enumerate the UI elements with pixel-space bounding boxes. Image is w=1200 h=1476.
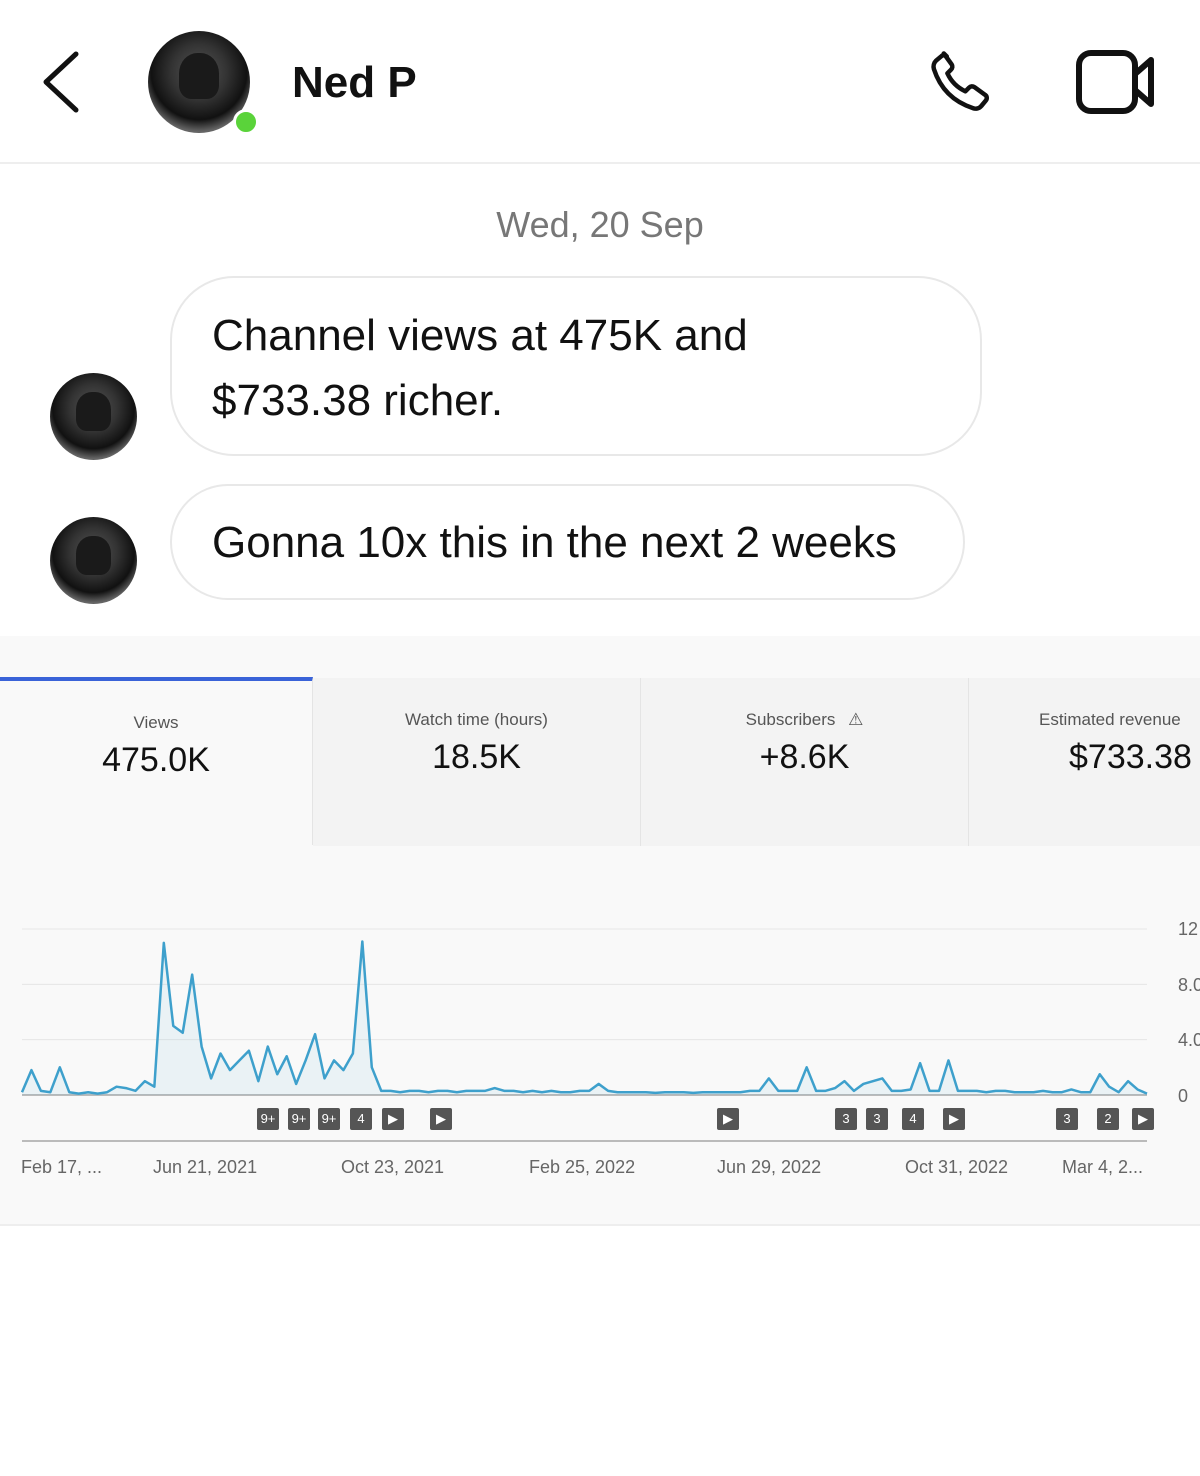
tab-watch-time[interactable]: Watch time (hours) 18.5K [313, 678, 641, 846]
tab-label: Estimated revenue [1039, 710, 1181, 729]
tab-estimated-revenue[interactable]: Estimated revenue $733.38 [969, 678, 1200, 846]
contact-name[interactable]: Ned P [292, 58, 417, 107]
message-bubble[interactable]: Gonna 10x this in the next 2 weeks [170, 484, 965, 600]
message-text: Gonna 10x this in the next 2 weeks [212, 518, 897, 567]
message-text-line: $733.38 richer. [212, 376, 504, 425]
video-marker[interactable]: ▶ [943, 1108, 965, 1130]
video-marker[interactable]: 3 [1056, 1108, 1078, 1130]
date-separator: Wed, 20 Sep [496, 204, 704, 245]
avatar[interactable] [148, 31, 250, 133]
y-tick-label: 4.0 [1178, 1030, 1200, 1050]
video-marker[interactable]: 4 [350, 1108, 372, 1130]
series-area [22, 941, 1147, 1095]
x-tick-label: Feb 25, 2022 [529, 1157, 636, 1177]
video-marker[interactable]: 9+ [257, 1108, 279, 1130]
tab-label: Views [133, 713, 179, 732]
video-marker[interactable]: 4 [902, 1108, 924, 1130]
video-camera-icon[interactable] [1075, 48, 1157, 116]
x-tick-label: Oct 31, 2022 [905, 1157, 1009, 1177]
x-tick-label: Mar 4, 2... [1062, 1157, 1144, 1177]
message-bubble[interactable]: Channel views at 475K and $733.38 richer… [170, 276, 982, 456]
sender-avatar[interactable] [50, 373, 137, 460]
video-marker[interactable]: 2 [1097, 1108, 1119, 1130]
warning-icon: ⚠ [848, 710, 864, 729]
video-marker[interactable]: ▶ [382, 1108, 404, 1130]
tab-value: $733.38 [1069, 738, 1192, 776]
online-status-dot [233, 109, 259, 135]
video-marker[interactable]: 3 [866, 1108, 888, 1130]
video-marker[interactable]: ▶ [1132, 1108, 1154, 1130]
tab-value: +8.6K [759, 738, 850, 776]
chevron-left-icon[interactable] [40, 50, 80, 114]
tab-label: Subscribers [745, 710, 836, 729]
tab-label: Watch time (hours) [405, 710, 548, 729]
x-tick-label: Oct 23, 2021 [341, 1157, 445, 1177]
y-tick-label: 0 [1178, 1086, 1189, 1106]
y-tick-label: 12 [1178, 919, 1199, 939]
views-line-chart [20, 928, 1148, 1142]
video-marker[interactable]: ▶ [430, 1108, 452, 1130]
x-tick-label: Jun 21, 2021 [153, 1157, 258, 1177]
tab-value: 18.5K [432, 738, 521, 776]
y-tick-label: 8.0 [1178, 975, 1200, 995]
chat-header: Ned P [0, 0, 1200, 164]
video-marker[interactable]: ▶ [717, 1108, 739, 1130]
phone-icon[interactable] [922, 46, 998, 118]
tab-value: 475.0K [102, 741, 210, 779]
video-marker[interactable]: 3 [835, 1108, 857, 1130]
sender-avatar[interactable] [50, 517, 137, 604]
tab-subscribers[interactable]: Subscribers ⚠ +8.6K [641, 678, 969, 846]
series-line [20, 940, 1148, 1095]
analytics-screenshot: Views 475.0K Watch time (hours) 18.5K Su… [0, 636, 1200, 1226]
video-marker[interactable]: 9+ [318, 1108, 340, 1130]
video-marker[interactable]: 9+ [288, 1108, 310, 1130]
x-tick-label: Jun 29, 2022 [717, 1157, 822, 1177]
message-text-line: Channel views at 475K and [212, 311, 748, 360]
x-tick-label: Feb 17, ... [21, 1157, 103, 1177]
tab-views[interactable]: Views 475.0K [0, 677, 313, 845]
